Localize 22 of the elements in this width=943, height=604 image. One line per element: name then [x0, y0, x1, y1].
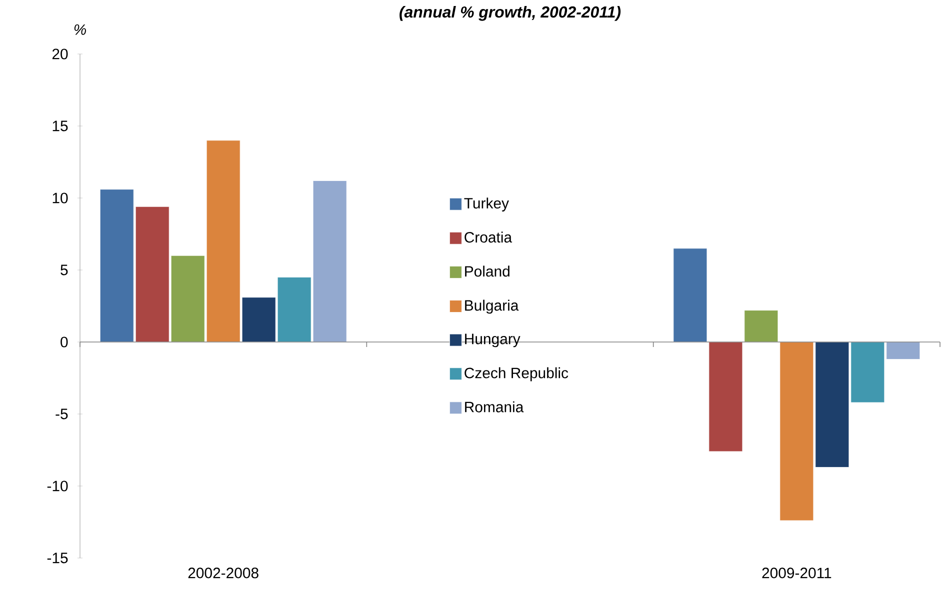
y-tick-label: -10: [47, 480, 68, 492]
y-axis-title: %: [74, 24, 86, 35]
legend-label: Croatia: [464, 232, 512, 243]
y-tick-label: 20: [52, 48, 68, 60]
chart-title: (annual % growth, 2002-2011): [400, 6, 621, 21]
legend-label: Hungary: [465, 334, 520, 348]
legend-label: Poland: [465, 266, 510, 277]
x-tick-label: 2002-2008: [188, 568, 258, 578]
x-tick-label: 2009-2011: [762, 568, 832, 578]
y-tick-label: -5: [56, 408, 68, 420]
bar: [744, 310, 778, 342]
bar: [673, 248, 708, 342]
y-tick-label: -15: [47, 552, 68, 564]
legend-label: Romania: [465, 401, 524, 412]
y-tick-label: 5: [60, 264, 68, 276]
legend-label: Bulgaria: [465, 300, 519, 314]
y-tick-label: 10: [52, 192, 68, 204]
bar: [708, 342, 743, 452]
legend-label: Turkey: [464, 198, 509, 212]
legend-label: Czech Republic: [464, 367, 568, 382]
y-tick-label: 15: [52, 120, 68, 132]
y-tick-label: 0: [60, 336, 68, 348]
